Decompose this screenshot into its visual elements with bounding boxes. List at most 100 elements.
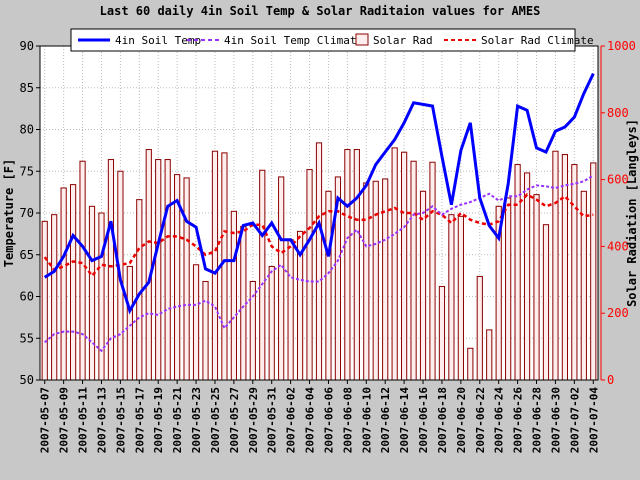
x-tick-label: 2007-05-11 [77, 387, 90, 454]
x-tick-label: 2007-05-25 [209, 387, 222, 453]
legend-label-solar-rad: Solar Rad [373, 34, 433, 47]
solar-rad-bar [476, 275, 483, 381]
solar-rad-bar [552, 150, 559, 381]
x-tick-label: 2007-06-08 [341, 387, 354, 453]
solar-rad-bar [164, 159, 171, 381]
x-tick-label: 2007-06-30 [549, 387, 562, 453]
right-tick-label: 800 [607, 106, 629, 120]
left-tick-label: 80 [20, 123, 34, 137]
x-tick-label: 2007-05-29 [247, 387, 260, 453]
solar-rad-bar [211, 150, 219, 381]
solar-rad-bars [41, 142, 597, 381]
solar-rad-bar [523, 172, 531, 381]
solar-rad-bar [391, 147, 398, 381]
y-axis-label-left: Temperature [F] [2, 159, 16, 267]
solar-rad-bar [221, 152, 228, 381]
legend-swatch-solar-rad [355, 33, 369, 46]
x-tick-label: 2007-06-12 [379, 387, 392, 453]
x-tick-label: 2007-06-06 [322, 387, 335, 454]
solar-rad-bar [344, 149, 351, 381]
legend-label-soil: 4in Soil Temp [115, 34, 201, 47]
solar-rad-bar [259, 169, 266, 381]
soil-temp-climate-line [44, 174, 594, 353]
solar-rad-bar [88, 205, 96, 381]
right-tick-label: 600 [607, 173, 629, 187]
legend-label-solar-rad-climate: Solar Rad Climate [481, 34, 594, 47]
solar-rad-bar [372, 180, 379, 381]
solar-rad-bar [278, 176, 285, 381]
x-tick-label: 2007-06-18 [436, 387, 449, 453]
x-tick-label: 2007-06-26 [512, 387, 525, 454]
solar-rad-bar [230, 210, 237, 381]
y-axis-label-right: Solar Radiation [Langleys] [625, 119, 639, 307]
left-axis: 50 55 60 65 70 75 80 85 90 [20, 39, 40, 387]
x-tick-label: 2007-05-09 [58, 387, 71, 453]
solar-rad-bar [107, 159, 115, 381]
right-tick-label: 0 [607, 373, 614, 387]
right-axis: 0 200 400 600 800 1000 [600, 39, 636, 387]
solar-rad-bar [41, 220, 48, 381]
solar-rad-bar [438, 285, 446, 381]
legend-label-soil-climate: 4in Soil Temp Climate [224, 34, 363, 47]
x-tick-label: 2007-07-02 [568, 387, 581, 453]
solar-rad-bar [145, 149, 152, 381]
left-tick-label: 60 [20, 290, 34, 304]
left-tick-label: 90 [20, 39, 34, 53]
solar-rad-bar [542, 224, 550, 381]
x-tick-label: 2007-05-07 [39, 387, 52, 453]
solar-rad-bar [287, 239, 294, 381]
series-lines [43, 72, 595, 353]
x-tick-label: 2007-07-04 [587, 387, 600, 454]
left-tick-label: 85 [20, 81, 34, 95]
solar-rad-bar [505, 197, 512, 381]
solar-rad-bar [448, 214, 455, 381]
right-tick-label: 200 [607, 306, 629, 320]
solar-rad-bar [571, 164, 578, 381]
x-tick-label: 2007-06-02 [285, 387, 298, 453]
solar-rad-bar [126, 265, 133, 381]
legend-box [70, 28, 576, 52]
solar-rad-bar [60, 187, 67, 381]
solar-rad-bar [467, 347, 474, 381]
right-tick-label: 400 [607, 239, 629, 253]
solar-rad-bar [410, 160, 417, 381]
left-tick-label: 50 [20, 373, 34, 387]
left-tick-label: 70 [20, 206, 34, 220]
solar-rad-bar [353, 149, 360, 381]
solar-rad-bar [306, 169, 313, 381]
solar-rad-bar [580, 190, 587, 381]
solar-rad-bar [561, 154, 568, 381]
x-tick-label: 2007-06-16 [417, 387, 430, 454]
solar-rad-bar [590, 162, 597, 381]
x-tick-label: 2007-05-13 [95, 387, 108, 453]
right-tick-label: 1000 [607, 39, 636, 53]
solar-rad-bar [486, 329, 493, 381]
solar-rad-bar [192, 264, 200, 381]
solar-rad-bar [202, 280, 209, 381]
x-tick-label: 2007-05-19 [152, 387, 165, 453]
x-tick-label: 2007-05-17 [133, 387, 146, 453]
solar-rad-bar [533, 194, 540, 381]
x-tick-label: 2007-06-24 [493, 387, 506, 454]
soil-temp-line [43, 72, 595, 315]
left-tick-label: 65 [20, 248, 34, 262]
solar-rad-bar [429, 161, 436, 381]
x-tick-label: 2007-06-20 [455, 387, 468, 453]
x-tick-label: 2007-05-23 [190, 387, 203, 453]
solar-rad-bar [363, 182, 370, 381]
solar-rad-bar [98, 212, 105, 381]
x-axis: 2007-05-07 2007-05-09 2007-05-11 2007-05-13… [39, 380, 600, 454]
solar-rad-bar [79, 160, 86, 381]
solar-rad-bar [325, 190, 332, 381]
solar-rad-bar [268, 265, 275, 381]
x-tick-label: 2007-05-31 [266, 387, 279, 454]
solar-rad-bar [155, 159, 162, 381]
solar-rad-bar [401, 151, 408, 381]
solar-rad-bar [382, 178, 389, 381]
solar-rad-bar [183, 177, 190, 381]
x-tick-label: 2007-06-28 [531, 387, 544, 453]
x-tick-label: 2007-05-15 [114, 387, 127, 453]
left-tick-label: 55 [20, 331, 34, 345]
x-tick-label: 2007-06-04 [304, 387, 317, 454]
legend: 4in Soil Temp 4in Soil Temp Climate Sola… [70, 28, 594, 52]
